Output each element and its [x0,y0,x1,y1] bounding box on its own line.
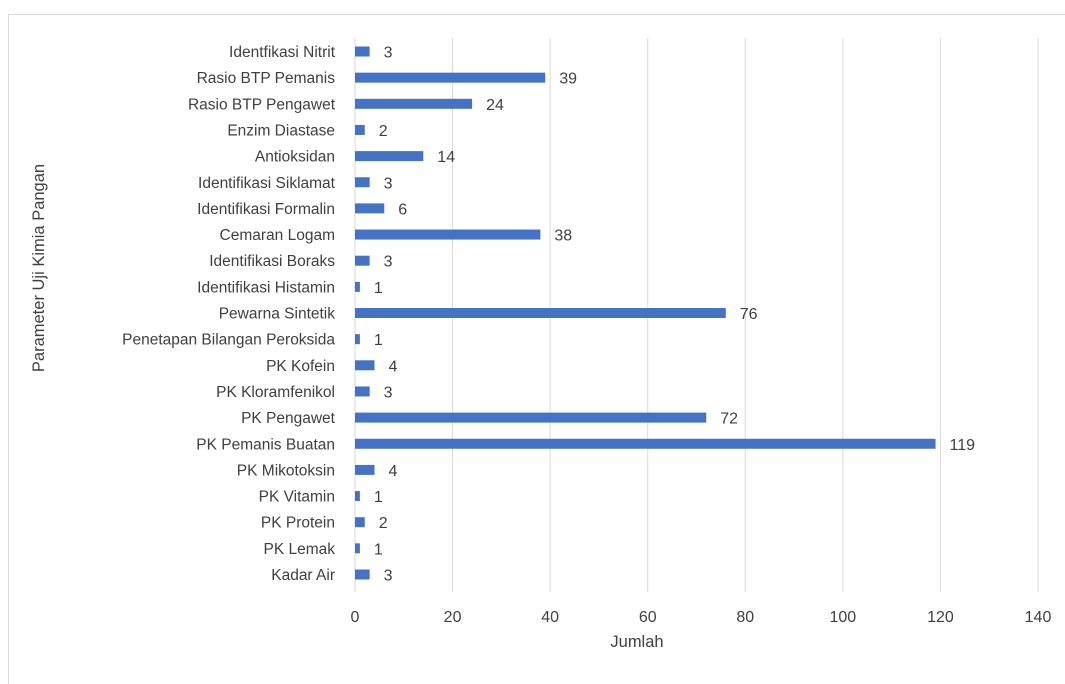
data-label: 24 [486,97,504,114]
category-label: PK Pengawet [241,410,336,427]
bar [355,464,375,475]
bar [355,386,370,397]
category-label: Pewarna Sintetik [219,306,336,323]
x-tick-label: 60 [639,609,657,626]
data-label: 3 [384,254,393,271]
data-label: 39 [559,71,577,88]
chart-frame [8,14,1065,684]
bar [355,517,365,528]
data-label: 76 [740,306,758,323]
x-tick-label: 0 [351,609,360,626]
data-label: 4 [389,463,398,480]
y-axis-title: Parameter Uji Kimia Pangan [30,164,48,372]
bar [355,124,365,135]
bar [355,543,360,554]
category-label: PK Kofein [266,358,335,375]
data-label: 72 [720,411,738,428]
data-label: 3 [384,568,393,585]
category-label: PK Vitamin [259,489,335,506]
bar [355,98,473,109]
bar [355,334,360,345]
data-label: 6 [398,201,407,218]
category-label: Identifikasi Siklamat [198,175,336,192]
category-labels: Identfikasi Nitrit Rasio BTP Pemanis Rasio… [122,44,336,584]
data-label: 38 [554,228,572,245]
data-label: 3 [384,384,393,401]
category-label: PK Kloramfenikol [216,384,335,401]
data-label: 1 [374,541,383,558]
category-label: Kadar Air [271,567,335,584]
category-label: Identifikasi Formalin [197,201,335,218]
bar [355,360,375,371]
data-label: 2 [379,123,388,140]
bar [355,72,546,83]
category-label: PK Lemak [263,541,335,558]
bar [355,281,360,292]
data-label: 2 [379,515,388,532]
category-label: Cemaran Logam [220,227,335,244]
x-tick-label: 40 [541,609,559,626]
bar [355,412,707,423]
bar [355,491,360,502]
category-label: Identifikasi Boraks [209,253,335,270]
category-label: Rasio BTP Pemanis [197,70,336,87]
data-label: 1 [374,280,383,297]
bar [355,308,726,318]
x-tick-label: 120 [927,609,954,626]
x-tick-label: 140 [1025,609,1052,626]
category-label: Enzim Diastase [227,122,335,139]
data-label: 3 [384,175,393,192]
bar [355,569,370,580]
category-label: PK Pemanis Buatan [196,436,335,453]
bar [355,229,541,240]
bars [355,46,936,580]
x-tick-labels: 0 20 40 60 80 100 120 140 [351,609,1052,626]
x-axis-title: Jumlah [610,633,663,651]
bar [355,46,370,57]
bar [355,151,424,162]
category-label: Identfikasi Nitrit [229,44,336,61]
category-label: Identifikasi Histamin [197,279,335,296]
data-label: 14 [437,149,455,166]
data-label: 3 [384,45,393,62]
x-tick-label: 100 [830,609,857,626]
category-label: Rasio BTP Pengawet [188,96,336,113]
data-label: 4 [389,358,398,375]
data-label: 119 [950,437,976,454]
x-tick-label: 80 [736,609,754,626]
bar [355,203,385,214]
bar [355,255,370,266]
category-label: Antioksidan [255,149,335,166]
category-label: PK Protein [261,515,335,532]
data-label: 1 [374,489,383,506]
category-label: PK Mikotoksin [237,462,335,479]
data-label: 1 [374,332,383,349]
bar [355,438,936,449]
category-label: Penetapan Bilangan Peroksida [122,332,335,349]
x-tick-label: 20 [444,609,462,626]
bar [355,177,370,188]
